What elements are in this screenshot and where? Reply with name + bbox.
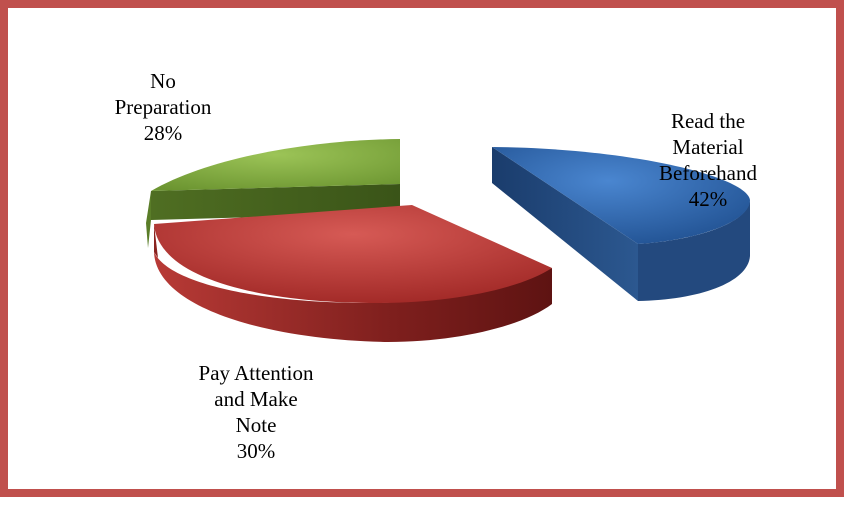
data-label-value: 42%	[688, 187, 728, 211]
data-label-1: Pay Attention and Make Note 30%	[156, 360, 356, 464]
data-label-name: No Preparation	[114, 69, 212, 119]
data-label-value: 28%	[143, 121, 183, 145]
pie-slice-read-material	[492, 147, 750, 301]
data-label-2: No Preparation 28%	[83, 68, 243, 146]
data-label-value: 30%	[236, 439, 276, 463]
data-label-0: Read the Material Beforehand 42%	[628, 108, 788, 212]
data-label-name: Read the Material Beforehand	[659, 109, 757, 185]
data-label-name: Pay Attention and Make Note	[198, 361, 314, 437]
pie-slice-pay-attention	[154, 205, 552, 342]
pie-chart	[146, 139, 750, 342]
